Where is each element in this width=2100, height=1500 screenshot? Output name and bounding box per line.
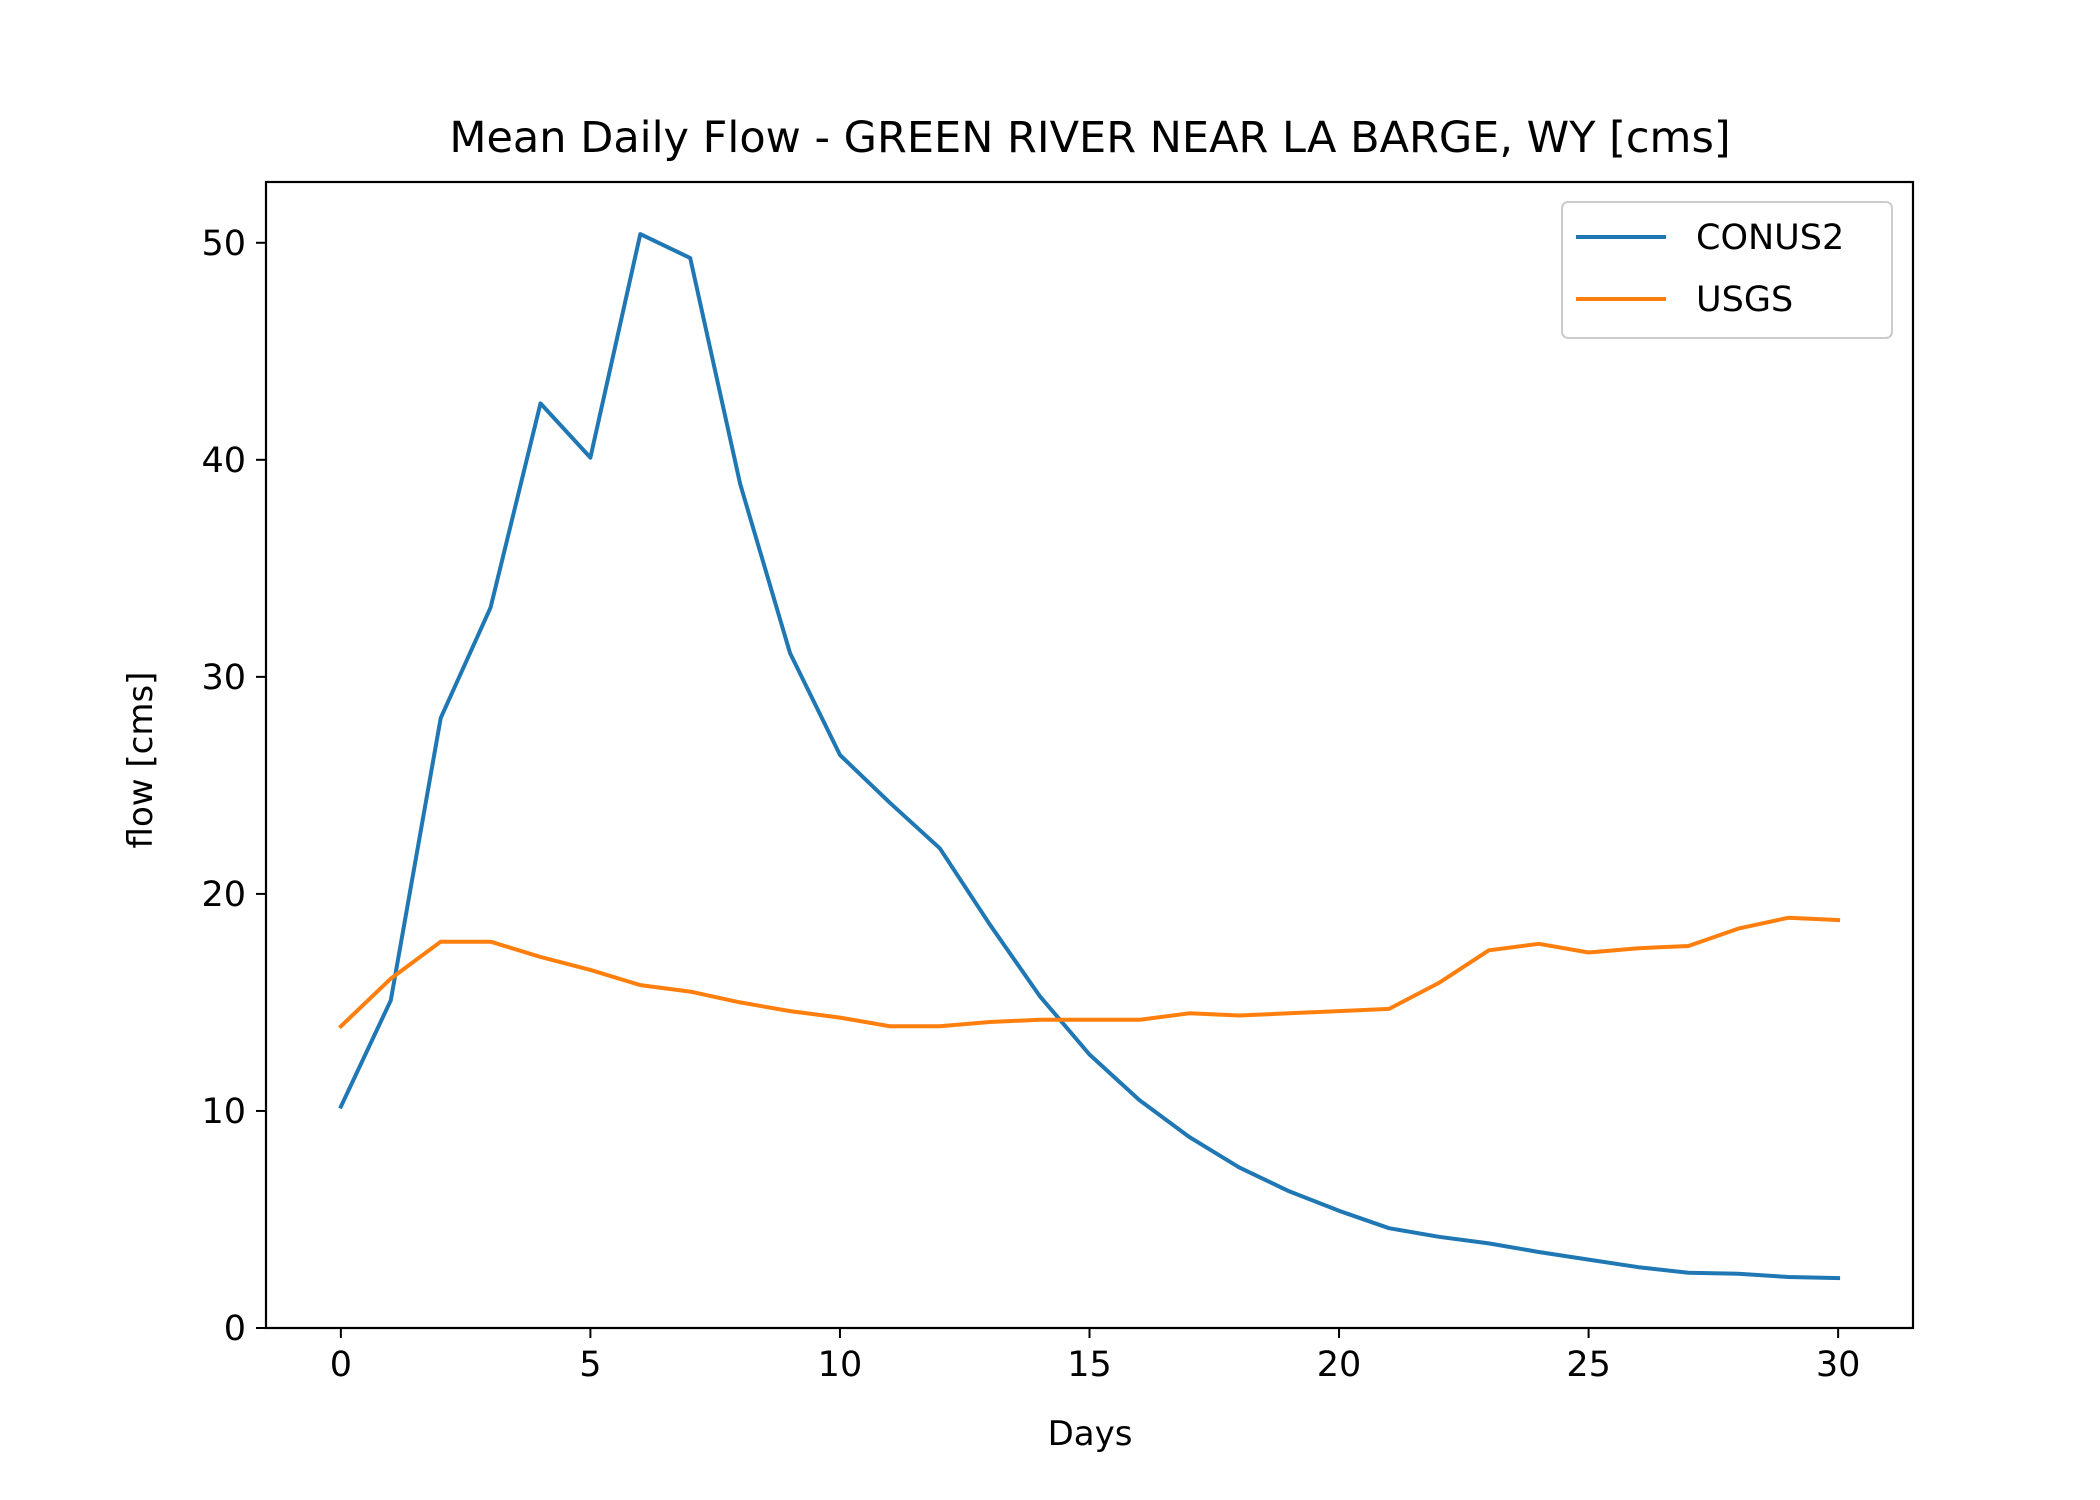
legend-label-usgs: USGS xyxy=(1696,280,1793,320)
plot-frame xyxy=(264,180,1915,1330)
series-line-conus2 xyxy=(338,232,1841,1281)
x-axis-label: Days xyxy=(1048,1414,1133,1454)
x-tick-label: 15 xyxy=(1067,1345,1112,1385)
legend-label-conus2: CONUS2 xyxy=(1696,218,1844,258)
y-axis-label: flow [cms] xyxy=(121,672,161,849)
plot-area: 0 5 10 15 20 25 30 0 10 20 30 40 50 CONUS2 USGS xyxy=(201,180,1915,1385)
y-tick-label: 50 xyxy=(201,224,246,264)
chart-title: Mean Daily Flow - GREEN RIVER NEAR LA BA… xyxy=(449,113,1730,163)
x-tick-label: 30 xyxy=(1816,1345,1861,1385)
y-tick-label: 40 xyxy=(201,441,246,481)
series-line-usgs xyxy=(338,915,1841,1030)
y-tick-label: 10 xyxy=(201,1092,246,1132)
x-tick-label: 20 xyxy=(1317,1345,1362,1385)
x-tick-label: 5 xyxy=(579,1345,601,1385)
y-tick-label: 30 xyxy=(201,658,246,698)
y-tick-label: 20 xyxy=(201,875,246,915)
x-tick-label: 10 xyxy=(818,1345,863,1385)
x-tick-label: 25 xyxy=(1566,1345,1611,1385)
y-tick-label: 0 xyxy=(224,1309,246,1349)
x-tick-label: 0 xyxy=(330,1345,352,1385)
